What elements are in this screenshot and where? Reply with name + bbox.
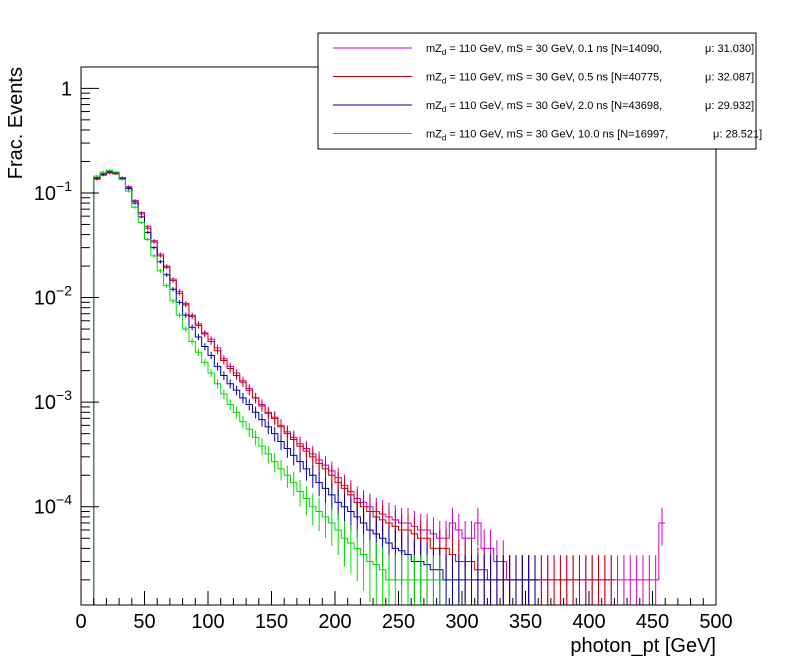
legend-mean-3: μ: 28.521] [713, 129, 762, 141]
y-tick-mantissa: 10 [34, 392, 56, 414]
y-tick-mantissa: 10 [34, 183, 56, 205]
y-axis: 110−110−210−310−4 [34, 78, 99, 581]
x-tick-label: 50 [133, 611, 155, 633]
y-tick-label: 1 [61, 78, 72, 100]
y-tick-label: 10−3 [34, 387, 72, 414]
y-tick-label: 10−4 [34, 492, 72, 519]
legend-entry-2: mZd = 110 GeV, mS = 30 GeV, 2.0 ns [N=43… [426, 100, 662, 114]
legend-box [317, 32, 757, 150]
legend: mZd = 110 GeV, mS = 30 GeV, 0.1 ns [N=14… [317, 32, 762, 150]
x-tick-label: 200 [318, 611, 351, 633]
x-tick-label: 0 [75, 611, 86, 633]
series-3-line [93, 169, 443, 605]
x-tick-label: 500 [699, 611, 732, 633]
series-1 [93, 171, 615, 605]
series-layer [93, 168, 666, 605]
x-axis: 0 50 100 150 200 250 300 350 400 450 500 [75, 591, 733, 633]
y-tick-mantissa: 10 [34, 288, 56, 310]
y-tick-mantissa: 10 [34, 497, 56, 519]
legend-mean-1: μ: 32.087] [705, 72, 754, 84]
y-axis-title: Frac. Events [5, 67, 27, 179]
series-3 [93, 168, 443, 605]
x-tick-label: 100 [191, 611, 224, 633]
y-tick-label: 10−1 [34, 178, 72, 205]
x-tick-label: 350 [509, 611, 542, 633]
legend-mean-0: μ: 31.030] [705, 43, 754, 55]
x-tick-label: 250 [382, 611, 415, 633]
y-tick-exponent: −4 [56, 492, 72, 508]
x-tick-label: 150 [255, 611, 288, 633]
x-tick-label: 400 [572, 611, 605, 633]
legend-entry-0: mZd = 110 GeV, mS = 30 GeV, 0.1 ns [N=14… [426, 43, 662, 57]
series-1-line [93, 172, 615, 605]
legend-entry-1: mZd = 110 GeV, mS = 30 GeV, 0.5 ns [N=40… [426, 72, 662, 86]
y-tick-exponent: −3 [56, 387, 72, 403]
y-tick-exponent: −1 [56, 178, 72, 194]
x-tick-label: 300 [445, 611, 478, 633]
y-tick-exponent: −2 [56, 283, 72, 299]
y-tick-label: 10−2 [34, 283, 72, 310]
legend-entry-3: mZd = 110 GeV, mS = 30 GeV, 10.0 ns [N=1… [426, 129, 668, 143]
series-0-line [93, 171, 666, 605]
series-0 [93, 170, 666, 605]
x-tick-label: 450 [636, 611, 669, 633]
x-axis-title: photon_pt [GeV] [570, 635, 716, 657]
legend-mean-2: μ: 29.932] [705, 100, 754, 112]
y-tick-mantissa: 1 [61, 78, 72, 100]
